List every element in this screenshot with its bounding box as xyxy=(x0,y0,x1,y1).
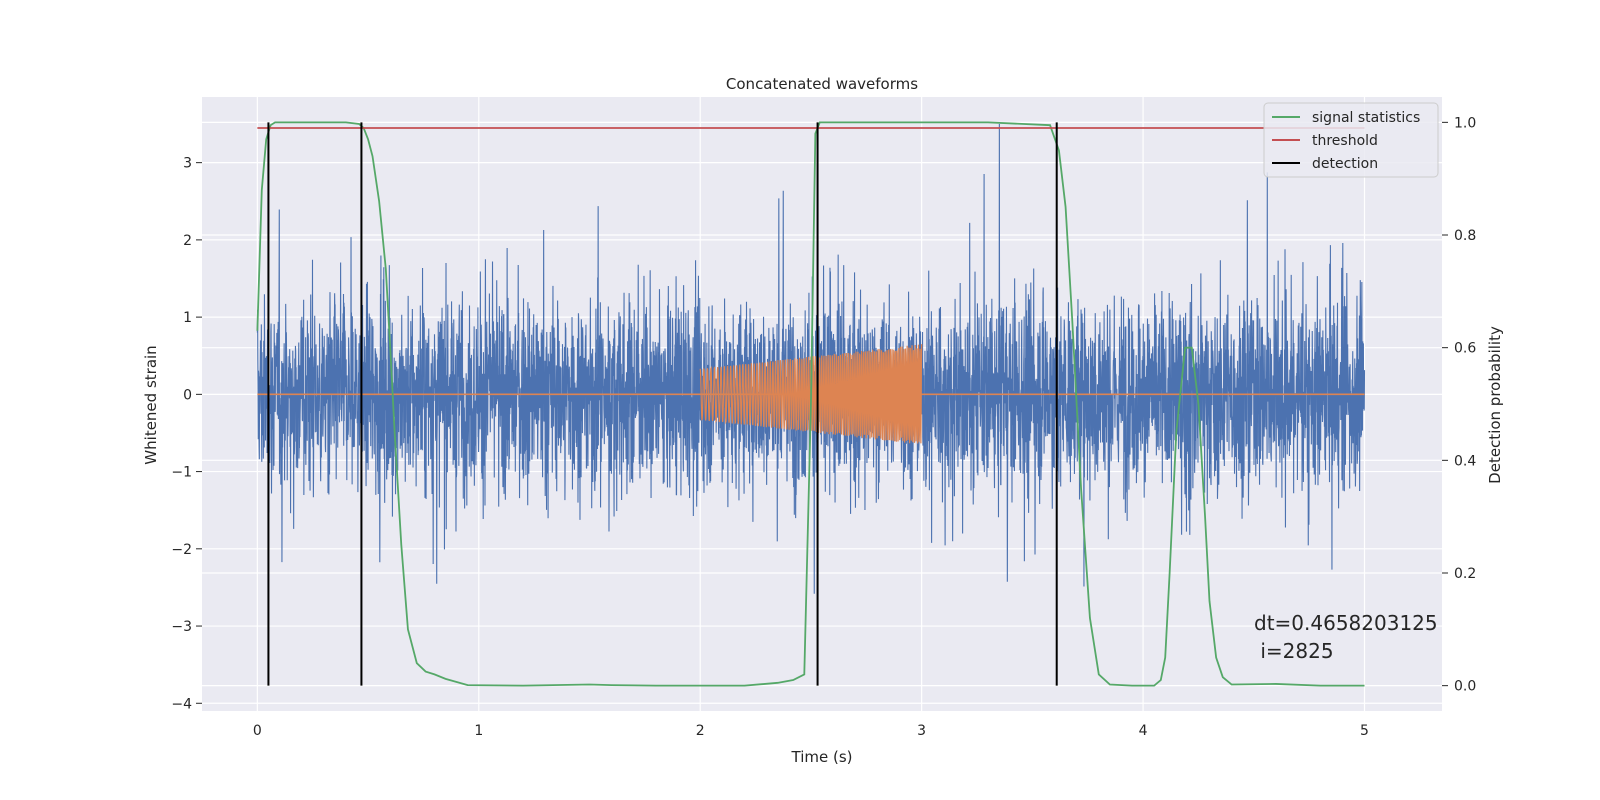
y-right-tick-label: 0.4 xyxy=(1454,453,1476,469)
chart-title: Concatenated waveforms xyxy=(726,75,918,93)
annotation: dt=0.4658203125 i=2825 xyxy=(1254,611,1438,663)
y-right-tick-label: 1.0 xyxy=(1454,115,1476,131)
y-right-tick-label: 0.0 xyxy=(1454,679,1476,695)
x-tick-label: 0 xyxy=(253,723,262,739)
legend-label: detection xyxy=(1312,156,1378,172)
x-axis-label: Time (s) xyxy=(791,748,853,766)
y-right-tick-label: 0.2 xyxy=(1454,566,1476,582)
annotation-index: i=2825 xyxy=(1254,639,1334,663)
x-tick-label: 4 xyxy=(1139,723,1148,739)
legend-box xyxy=(1263,102,1439,178)
y-tick-label: 1 xyxy=(183,310,192,326)
right-axis-series xyxy=(256,121,1365,687)
plot-content xyxy=(256,121,1366,687)
y-axis-right-label: Detection probability xyxy=(1486,326,1504,484)
y-tick-label: 0 xyxy=(183,387,192,403)
legend: signal statistics threshold detection xyxy=(1263,102,1439,178)
annotation-dt: dt=0.4658203125 xyxy=(1254,611,1438,635)
x-tick-label: 1 xyxy=(474,723,483,739)
y-tick-label: −4 xyxy=(171,696,192,712)
y-right-tick-label: 0.8 xyxy=(1454,228,1476,244)
x-tick-label: 2 xyxy=(696,723,705,739)
y-tick-label: 2 xyxy=(183,233,192,249)
y-right-tick-label: 0.6 xyxy=(1454,341,1476,357)
y-tick-label: 3 xyxy=(183,156,192,172)
y-tick-label: −2 xyxy=(171,542,192,558)
x-tick-label: 3 xyxy=(917,723,926,739)
ticks: 0 1 2 3 4 5 −4 −3 −2 −1 0 1 2 3 0.0 0.2 0.4 0.6 0.8 1.0 xyxy=(171,115,1476,739)
y-tick-label: −3 xyxy=(171,619,192,635)
x-tick-label: 5 xyxy=(1360,723,1369,739)
legend-label: signal statistics xyxy=(1312,110,1420,126)
legend-label: threshold xyxy=(1312,133,1378,149)
y-axis-label: Whitened strain xyxy=(142,345,160,464)
signal-statistics-line xyxy=(256,121,1365,687)
grid xyxy=(202,97,1442,711)
y-tick-label: −1 xyxy=(171,465,192,481)
